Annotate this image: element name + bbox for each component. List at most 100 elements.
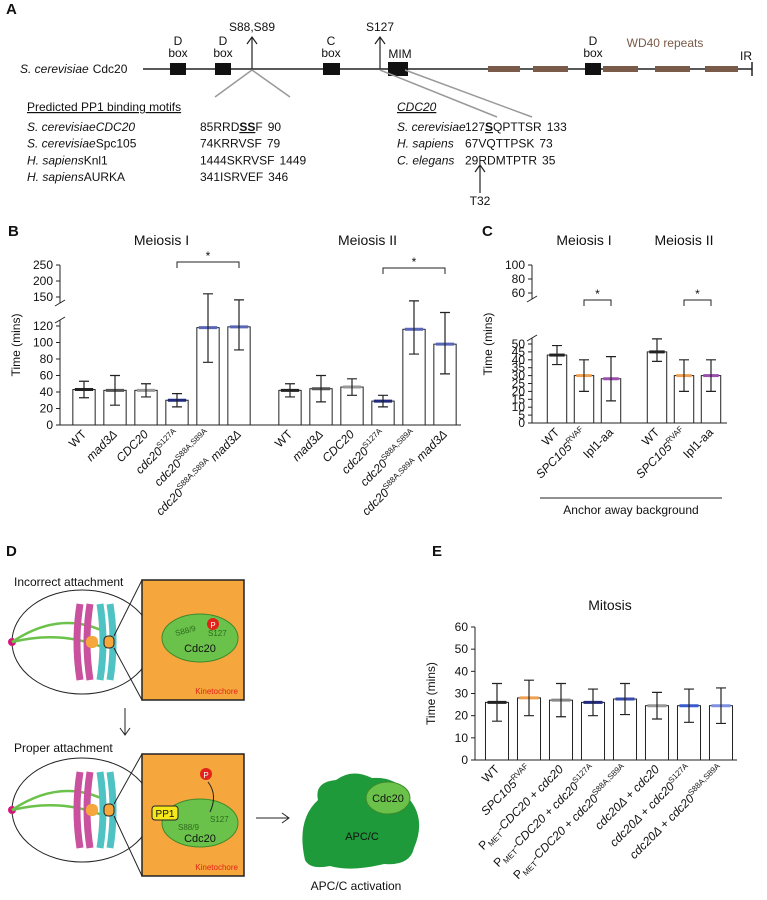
cdc20-label: Cdc20 [372, 793, 404, 805]
significance-label: * [695, 287, 700, 301]
table-title: CDC20 [397, 100, 437, 114]
wd40-repeat [533, 66, 568, 72]
y-tick-label: 80 [40, 352, 54, 366]
y-axis-label: Time (mins) [481, 313, 495, 376]
mim-box [388, 62, 408, 76]
text-segment: mad3Δ [289, 427, 326, 464]
x-tick-label: Ipl1-aa [680, 425, 716, 461]
site-label: S127 [210, 815, 229, 824]
cdc20-shape [161, 798, 239, 848]
text-segment: Ipl1-aa [580, 425, 616, 461]
axis-break [54, 299, 66, 307]
text-segment: RVAF [564, 424, 585, 445]
site-label: T32 [470, 194, 491, 208]
motif-start: 67 [465, 137, 479, 151]
organism: C. elegans [397, 153, 454, 167]
y-axis-label: Time (mins) [424, 662, 438, 725]
text-segment: Knl1 [84, 153, 108, 167]
wd40-repeat [488, 66, 520, 72]
x-tick-label: mad3Δ [289, 427, 326, 464]
organism: H. sapiens [27, 153, 84, 167]
error-bar [172, 393, 182, 408]
text-segment: S127A [667, 761, 691, 785]
motif-seq: 29RDMTPTR 35 [465, 153, 556, 167]
motif-end: 1449 [280, 153, 307, 167]
x-tick-label: WT [66, 427, 90, 451]
kinetochore-label: Kinetochore [195, 863, 238, 872]
text-segment: QPTTSR [493, 120, 542, 134]
organism: S. cerevisiae [27, 120, 96, 134]
error-bar [579, 359, 589, 392]
y-tick-label: 30 [512, 369, 526, 383]
error-bar [409, 300, 419, 355]
arrow [474, 163, 486, 193]
motif-seq: 1444SKRVSF 1449 [200, 153, 307, 167]
wd40-label: WD40 repeats [627, 36, 704, 50]
y-tick-label: 0 [518, 416, 525, 430]
cell [8, 758, 156, 862]
y-tick-label: 10 [455, 731, 469, 745]
text-segment: mad3Δ [205, 427, 244, 466]
bar [546, 354, 568, 424]
significance-label: * [206, 249, 211, 263]
y-tick-label: 50 [512, 337, 526, 351]
pp1-shape [151, 805, 179, 821]
panel-label: B [8, 223, 19, 240]
y-tick-label: 250 [33, 258, 53, 272]
y-tick-label: 60 [40, 369, 54, 383]
cdc20-label: Cdc20 [184, 833, 216, 845]
box-label: box [168, 46, 187, 60]
motif-start: 85 [200, 120, 214, 134]
panel-label: D [6, 543, 17, 560]
group-title: Meiosis I [134, 232, 189, 248]
text-segment: WT [66, 427, 90, 451]
significance-label: * [412, 255, 417, 269]
box-label: box [321, 46, 340, 60]
cdc20-label: Cdc20 [184, 643, 216, 655]
callout [379, 69, 498, 118]
text-segment: S88A,S89A [686, 761, 722, 797]
phospho [207, 618, 219, 630]
arrow [256, 812, 290, 824]
y-tick-label: 30 [455, 687, 469, 701]
error-bar [110, 374, 120, 406]
text-segment: F [255, 120, 262, 134]
text-segment: Ipl1-aa [680, 425, 716, 461]
motif-seq: 85RRDSSF 90 [200, 120, 281, 134]
error-bar [203, 293, 213, 363]
y-tick-label: 35 [512, 361, 526, 375]
error-bar [716, 687, 726, 725]
diagram-label: Proper attachment [14, 741, 113, 755]
group-title: Meiosis I [556, 232, 611, 248]
zoom-line [113, 753, 143, 805]
y-tick-label: 80 [512, 272, 526, 286]
organism: H. sapiens [27, 170, 84, 184]
cell [8, 589, 156, 695]
wd40 [488, 66, 738, 72]
motif-end: 79 [267, 137, 281, 151]
error-bar [347, 378, 357, 396]
microtubule [11, 621, 106, 644]
x-tick-label: Ipl1-aa [580, 425, 616, 461]
text-segment: S127A [571, 761, 595, 785]
y-tick-label: 60 [455, 620, 469, 634]
c-box [323, 63, 340, 75]
organism: H. sapiens [397, 137, 454, 151]
text-segment: S88A,S89A [590, 761, 626, 797]
motif-seq: 67VQTTPSK 73 [465, 137, 553, 151]
motif-end: 346 [268, 170, 288, 184]
box-label: D [219, 34, 228, 48]
boxes [170, 62, 601, 76]
error-bar [588, 688, 598, 717]
panel-label: A [6, 1, 17, 18]
error-bar [684, 688, 694, 723]
error-bar [492, 682, 502, 722]
d-box [215, 63, 231, 75]
box-label: D [174, 34, 183, 48]
significance-bracket [382, 267, 446, 274]
text-segment: AURKA [84, 170, 125, 184]
text-segment: ISRVEF [220, 170, 263, 184]
text-segment: WT [479, 762, 503, 786]
motif-start: 127 [465, 120, 485, 134]
